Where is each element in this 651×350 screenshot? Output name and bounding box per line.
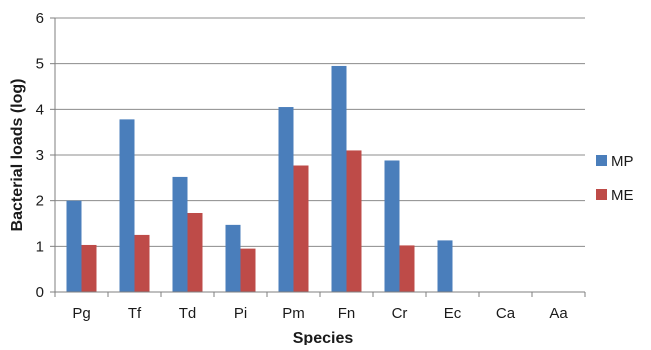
x-tick-label: Cr — [392, 305, 408, 322]
gridlines — [55, 17, 585, 247]
x-tick-label: Ec — [444, 305, 462, 322]
bar-mp-fn — [331, 65, 347, 292]
bar-me-td — [187, 212, 203, 292]
x-tick-label: Pg — [72, 305, 90, 322]
bar-mp-ec — [437, 240, 453, 292]
bar-mp-pg — [66, 200, 82, 292]
legend-swatch-me — [596, 189, 607, 200]
bar-me-fn — [346, 150, 362, 292]
x-tick-label: Fn — [338, 305, 356, 322]
legend: MP ME — [596, 153, 634, 204]
x-tick-label: Aa — [549, 305, 568, 322]
x-tick-label: Td — [179, 305, 197, 322]
bar-mp-pm — [278, 107, 294, 292]
x-tick-label: Tf — [128, 305, 142, 322]
y-tick-label: 3 — [36, 147, 44, 164]
bar-me-tf — [134, 234, 150, 292]
x-axis-title: Species — [293, 330, 354, 345]
y-tick-labels: 0 1 2 3 4 5 6 — [36, 10, 44, 301]
bar-me-cr — [399, 245, 415, 292]
bar-mp-tf — [119, 119, 135, 292]
x-tick-label: Pi — [234, 305, 247, 322]
y-tick-label: 0 — [36, 284, 44, 301]
bar-mp-pi — [225, 224, 241, 292]
legend-swatch-mp — [596, 155, 607, 166]
x-tick-label: Pm — [282, 305, 305, 322]
y-tick-label: 5 — [36, 56, 44, 73]
bars — [66, 65, 453, 292]
y-tick-label: 2 — [36, 193, 44, 210]
bar-me-pi — [240, 248, 256, 292]
axes — [50, 17, 586, 297]
bar-me-pm — [293, 165, 309, 292]
legend-label-me: ME — [611, 187, 634, 204]
bar-mp-td — [172, 176, 188, 292]
y-axis-title: Bacterial loads (log) — [9, 79, 26, 232]
y-tick-label: 4 — [36, 101, 44, 118]
x-tick-labels: Pg Tf Td Pi Pm Fn Cr Ec Ca Aa — [72, 305, 568, 322]
bar-me-pg — [81, 244, 97, 292]
x-tick-label: Ca — [496, 305, 516, 322]
legend-label-mp: MP — [611, 153, 634, 170]
bar-mp-cr — [384, 160, 400, 292]
y-tick-label: 6 — [36, 10, 44, 27]
y-tick-label: 1 — [36, 238, 44, 255]
